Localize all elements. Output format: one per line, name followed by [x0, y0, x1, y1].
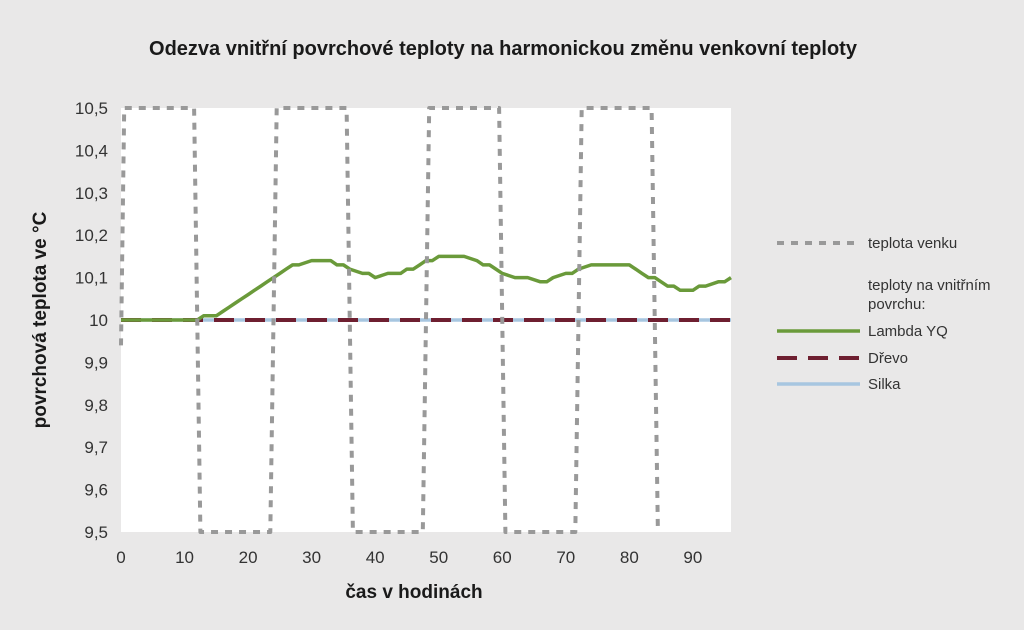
x-tick-label: 50 [429, 548, 448, 567]
x-tick-label: 30 [302, 548, 321, 567]
indoor-series-layer [121, 254, 732, 322]
teplota-venku-line [119, 106, 660, 534]
legend-label-drevo: Dřevo [868, 350, 908, 367]
y-tick-labels: 9,5 9,6 9,7 9,8 9,9 10 10,1 10,2 10,3 10,4 10,5 [75, 99, 108, 542]
x-tick-label: 0 [116, 548, 125, 567]
y-tick-label: 10,4 [75, 141, 108, 160]
x-tick-label: 80 [620, 548, 639, 567]
y-tick-label: 10,5 [75, 99, 108, 118]
lambda-yq-line [121, 254, 732, 322]
y-tick-label: 10,1 [75, 269, 108, 288]
legend-label-silka: Silka [868, 376, 901, 393]
x-tick-label: 10 [175, 548, 194, 567]
y-tick-label: 9,7 [84, 438, 108, 457]
chart-title: Odezva vnitřní povrchové teploty na harm… [149, 38, 858, 60]
x-tick-label: 70 [556, 548, 575, 567]
y-tick-label: 9,9 [84, 353, 108, 372]
x-tick-label: 40 [366, 548, 385, 567]
x-tick-label: 60 [493, 548, 512, 567]
x-tick-label: 90 [683, 548, 702, 567]
y-tick-label: 9,5 [84, 523, 108, 542]
y-tick-label: 10,3 [75, 184, 108, 203]
legend-label-teplota-venku: teplota venku [868, 235, 957, 252]
x-tick-labels: 0 10 20 30 40 50 60 70 80 90 [116, 548, 702, 567]
y-axis-title: povrchová teplota ve °C [30, 211, 51, 428]
legend-label-lambda-yq: Lambda YQ [868, 323, 948, 340]
legend: teplota venku teploty na vnitřním povrchu:… [777, 235, 991, 393]
legend-subheading: teploty na vnitřním povrchu: [868, 277, 991, 313]
outdoor-temperature-layer [119, 106, 660, 534]
x-axis-title: čas v hodinách [345, 582, 482, 603]
y-tick-label: 10 [89, 311, 108, 330]
y-tick-label: 9,6 [84, 481, 108, 500]
y-tick-label: 9,8 [84, 396, 108, 415]
y-tick-label: 10,2 [75, 226, 108, 245]
x-tick-label: 20 [239, 548, 258, 567]
